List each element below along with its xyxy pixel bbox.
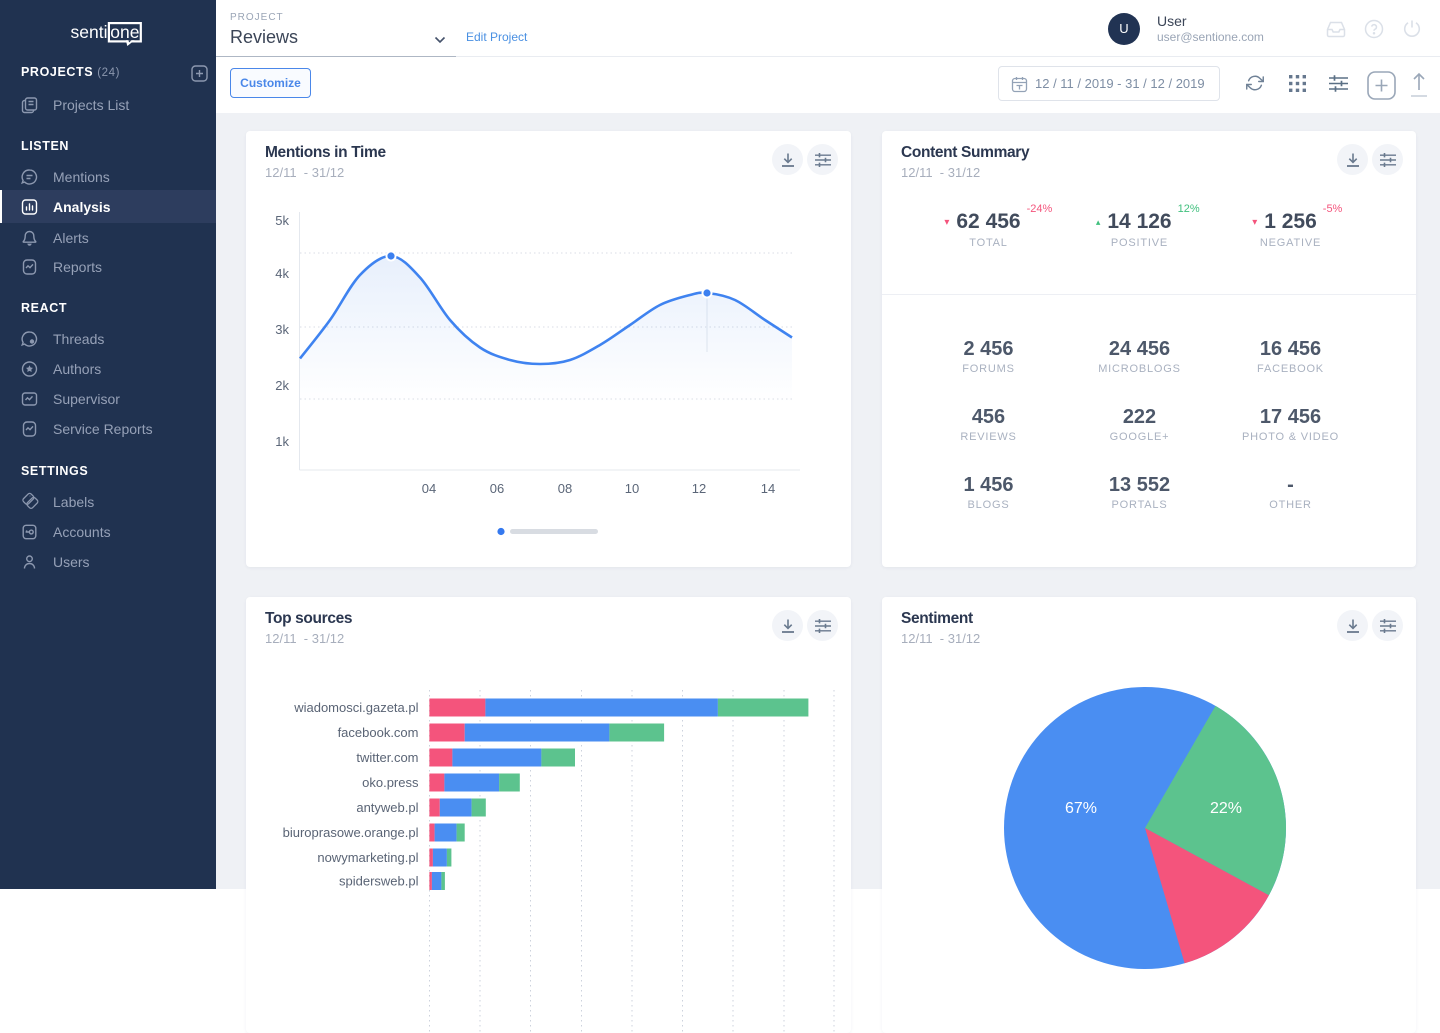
svg-text:one: one <box>110 22 139 42</box>
svg-text:facebook.com: facebook.com <box>338 725 419 740</box>
svg-text:10: 10 <box>625 481 639 496</box>
svg-text:5k: 5k <box>275 213 289 228</box>
svg-text:12: 12 <box>692 481 706 496</box>
svg-text:08: 08 <box>558 481 572 496</box>
svg-text:67%: 67% <box>1065 800 1097 817</box>
svg-text:4k: 4k <box>275 266 289 281</box>
svg-text:nowymarketing.pl: nowymarketing.pl <box>317 850 418 865</box>
svg-text:senti: senti <box>71 22 108 42</box>
svg-text:1k: 1k <box>275 434 289 449</box>
svg-text:biuroprasowe.orange.pl: biuroprasowe.orange.pl <box>283 825 419 840</box>
svg-text:antyweb.pl: antyweb.pl <box>356 800 418 815</box>
svg-text:twitter.com: twitter.com <box>356 750 418 765</box>
svg-text:22%: 22% <box>1210 800 1242 817</box>
svg-text:wiadomosci.gazeta.pl: wiadomosci.gazeta.pl <box>293 700 418 715</box>
svg-text:3k: 3k <box>275 322 289 337</box>
svg-text:2k: 2k <box>275 378 289 393</box>
svg-text:oko.press: oko.press <box>362 775 419 790</box>
svg-text:spidersweb.pl: spidersweb.pl <box>339 874 419 889</box>
svg-text:14: 14 <box>761 481 775 496</box>
svg-text:06: 06 <box>490 481 504 496</box>
svg-text:04: 04 <box>422 481 436 496</box>
